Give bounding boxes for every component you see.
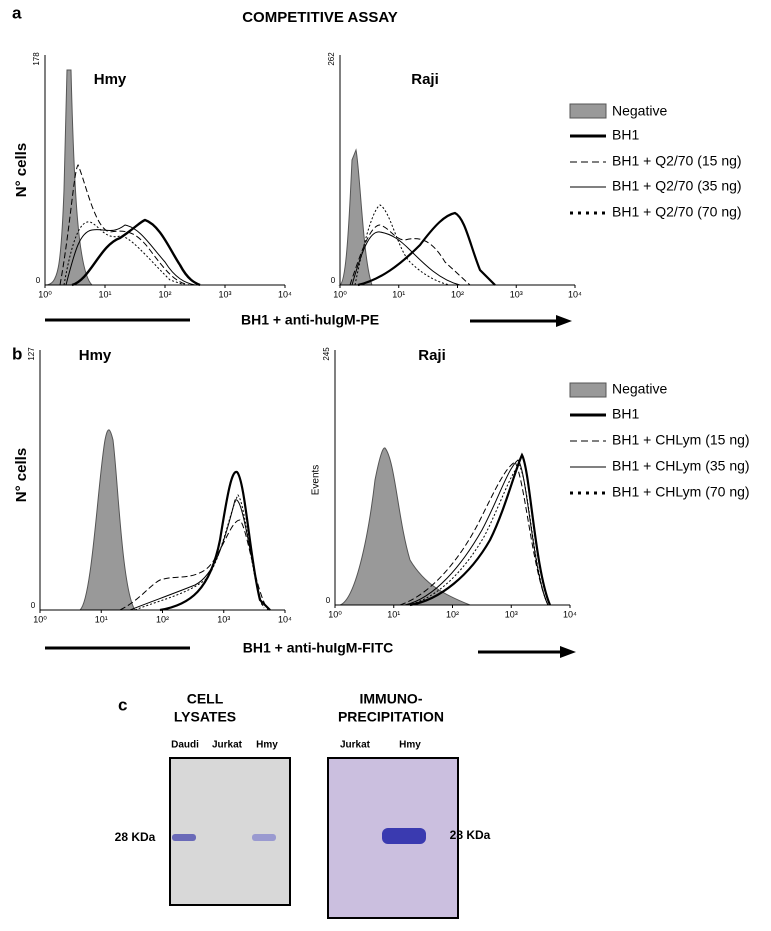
axis — [39, 350, 285, 611]
x-tick-label: 10¹ — [392, 289, 405, 299]
y-axis-label: Events — [311, 465, 322, 496]
legend-label: BH1 — [612, 406, 639, 422]
histogram-curves — [78, 429, 271, 612]
blot-title: LYSATES — [174, 709, 236, 725]
legend-label: BH1 + CHLym (70 ng) — [612, 484, 750, 500]
legend-label: BH1 + Q2/70 (35 ng) — [612, 178, 742, 194]
y-min-label: 0 — [31, 601, 36, 610]
x-tick-label: 10⁰ — [328, 609, 342, 619]
y-min-label: 0 — [331, 276, 336, 285]
plot-title: Hmy — [94, 71, 127, 88]
blot-title: CELL — [187, 691, 224, 707]
y-max-label: 245 — [322, 347, 331, 361]
legend-label: BH1 + CHLym (15 ng) — [612, 432, 750, 448]
x-tick-label: 10⁴ — [563, 609, 577, 619]
blot-title: PRECIPITATION — [338, 709, 444, 725]
panel-label: b — [12, 344, 22, 363]
marker-label: 28 KDa — [115, 830, 156, 844]
panel-label: a — [12, 3, 22, 22]
x-tick-label: 10⁰ — [38, 289, 52, 299]
x-tick-label: 10² — [158, 289, 171, 299]
y-max-label: 262 — [327, 52, 336, 66]
x-tick-label: 10³ — [510, 289, 523, 299]
legend: Negative BH1 BH1 + CHLym (15 ng) BH1 + C… — [569, 381, 750, 500]
band — [252, 834, 276, 841]
y-min-label: 0 — [326, 596, 331, 605]
x-tick-label: 10³ — [217, 614, 230, 624]
y-label: N° cells — [13, 448, 30, 502]
histogram-curves — [338, 148, 496, 287]
x-tick-label: 10² — [451, 289, 464, 299]
x-tick-label: 10³ — [505, 609, 518, 619]
plot-title: Raji — [411, 71, 439, 88]
arrow-head — [560, 646, 576, 658]
lane-label: Jurkat — [212, 740, 243, 751]
legend-label: BH1 + Q2/70 (70 ng) — [612, 204, 742, 220]
legend-label: Negative — [612, 381, 667, 397]
y-min-label: 0 — [36, 276, 41, 285]
x-tick-label: 10⁰ — [333, 289, 347, 299]
legend-label: BH1 + CHLym (35 ng) — [612, 458, 750, 474]
x-tick-label: 10¹ — [98, 289, 111, 299]
y-max-label: 178 — [32, 52, 41, 66]
legend-label: Negative — [612, 103, 667, 119]
x-tick-label: 10⁴ — [568, 289, 582, 299]
y-max-label: 127 — [27, 347, 36, 361]
lane-label: Jurkat — [340, 740, 371, 751]
panel-label: c — [118, 695, 127, 714]
x-tick-label: 10¹ — [95, 614, 108, 624]
y-label: N° cells — [13, 143, 30, 197]
x-label: BH1 + anti-huIgM-PE — [241, 312, 379, 328]
lane-label: Daudi — [171, 740, 199, 751]
legend: Negative BH1 BH1 + Q2/70 (15 ng) BH1 + Q… — [569, 103, 742, 220]
x-label: BH1 + anti-huIgM-FITC — [243, 640, 394, 656]
x-tick-label: 10⁴ — [278, 289, 292, 299]
x-tick-label: 10⁰ — [33, 614, 47, 624]
x-tick-label: 10² — [156, 614, 169, 624]
band — [172, 834, 196, 841]
legend-label: BH1 — [612, 127, 639, 143]
blot — [169, 757, 291, 906]
histogram-curves — [44, 69, 201, 287]
x-tick-label: 10⁴ — [278, 614, 292, 624]
panel-title: COMPETITIVE ASSAY — [242, 9, 398, 26]
x-tick-label: 10² — [446, 609, 459, 619]
x-tick-label: 10³ — [218, 289, 231, 299]
band — [382, 828, 426, 844]
marker-label: 28 KDa — [450, 828, 491, 842]
x-tick-label: 10¹ — [387, 609, 400, 619]
lane-label: Hmy — [256, 740, 278, 751]
lane-label: Hmy — [399, 740, 421, 751]
axis — [339, 55, 575, 286]
legend-label: BH1 + Q2/70 (15 ng) — [612, 153, 742, 169]
arrow-head — [556, 315, 572, 327]
plot-title: Raji — [418, 347, 446, 364]
blot-title: IMMUNO- — [360, 691, 423, 707]
plot-title: Hmy — [79, 347, 112, 364]
histogram-curves — [339, 447, 552, 607]
